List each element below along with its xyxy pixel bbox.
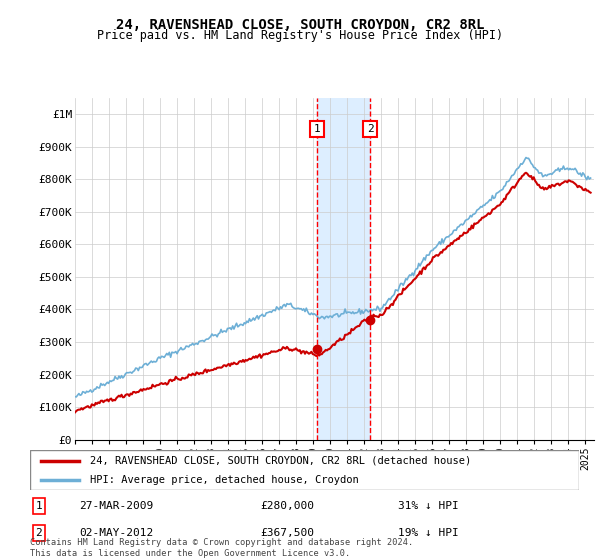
Text: 19% ↓ HPI: 19% ↓ HPI (398, 528, 458, 538)
Text: 27-MAR-2009: 27-MAR-2009 (79, 501, 154, 511)
FancyBboxPatch shape (30, 450, 579, 490)
Text: 31% ↓ HPI: 31% ↓ HPI (398, 501, 458, 511)
Text: 1: 1 (35, 501, 42, 511)
Text: 02-MAY-2012: 02-MAY-2012 (79, 528, 154, 538)
Text: £367,500: £367,500 (260, 528, 314, 538)
Text: 24, RAVENSHEAD CLOSE, SOUTH CROYDON, CR2 8RL (detached house): 24, RAVENSHEAD CLOSE, SOUTH CROYDON, CR2… (91, 456, 472, 466)
Text: HPI: Average price, detached house, Croydon: HPI: Average price, detached house, Croy… (91, 475, 359, 485)
Text: Contains HM Land Registry data © Crown copyright and database right 2024.
This d: Contains HM Land Registry data © Crown c… (30, 538, 413, 558)
Text: 1: 1 (314, 124, 320, 134)
Text: 2: 2 (35, 528, 42, 538)
Text: £280,000: £280,000 (260, 501, 314, 511)
Text: Price paid vs. HM Land Registry's House Price Index (HPI): Price paid vs. HM Land Registry's House … (97, 29, 503, 42)
Text: 2: 2 (367, 124, 373, 134)
Bar (317, 98, 370, 440)
Text: 24, RAVENSHEAD CLOSE, SOUTH CROYDON, CR2 8RL: 24, RAVENSHEAD CLOSE, SOUTH CROYDON, CR2… (116, 18, 484, 32)
